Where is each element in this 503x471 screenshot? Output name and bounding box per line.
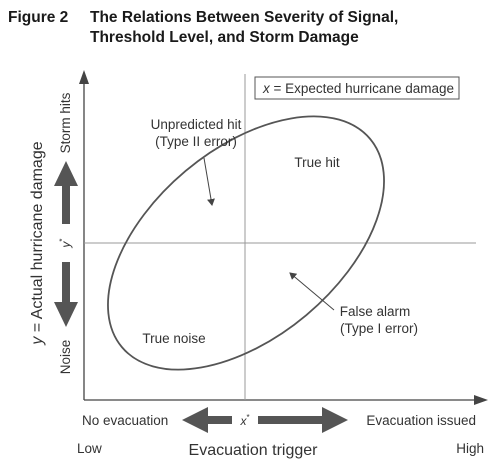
figure-title: Figure 2 The Relations Between Severity o… xyxy=(8,8,498,48)
true-noise-label: True noise xyxy=(142,331,205,346)
type-ii-error-label: (Type II error) xyxy=(155,134,237,149)
x-axis-right-label: Evacuation issued xyxy=(366,413,476,428)
x-threshold-sup: * xyxy=(246,413,249,422)
true-hit-label: True hit xyxy=(294,155,340,170)
y-axis-title: y = Actual hurricane damage xyxy=(29,141,46,345)
x-axis-title: Evacuation trigger xyxy=(189,442,319,459)
y-axis-title-var: y xyxy=(29,336,46,346)
legend-box xyxy=(254,76,460,100)
x-axis-low-label: Low xyxy=(77,441,102,456)
unpredicted-hit-label: Unpredicted hit xyxy=(151,117,242,132)
y-threshold-label: y* xyxy=(58,238,73,248)
y-axis-top-label: Storm hits xyxy=(58,92,73,153)
x-threshold-var: x xyxy=(239,414,247,428)
legend-var: x xyxy=(262,81,271,96)
x-threshold-label: x* xyxy=(239,413,249,428)
y-threshold-sup: * xyxy=(58,238,67,241)
y-double-arrow xyxy=(54,161,78,327)
y-axis-bottom-label: Noise xyxy=(58,340,73,375)
figure-title-line1: The Relations Between Severity of Signal… xyxy=(90,9,399,26)
y-threshold-var: y xyxy=(59,241,73,249)
false-alarm-pointer xyxy=(289,272,335,311)
false-alarm-label: False alarm xyxy=(340,304,411,319)
outcome-ellipse xyxy=(107,115,385,371)
legend-desc: = Expected hurricane damage xyxy=(270,81,454,96)
legend-text: x = Expected hurricane damage xyxy=(262,81,454,96)
x-axis-arrowhead xyxy=(474,395,488,405)
x-axis-high-label: High xyxy=(456,441,484,456)
figure-title-line2: Threshold Level, and Storm Damage xyxy=(90,29,359,46)
y-axis-arrowhead xyxy=(79,70,89,84)
unpredicted-hit-pointer xyxy=(203,157,215,206)
figure-label: Figure 2 xyxy=(8,9,69,26)
type-i-error-label: (Type I error) xyxy=(340,321,418,336)
x-axis-left-label: No evacuation xyxy=(82,413,168,428)
y-axis-title-text: = Actual hurricane damage xyxy=(29,141,46,336)
x-double-arrow xyxy=(182,407,348,433)
